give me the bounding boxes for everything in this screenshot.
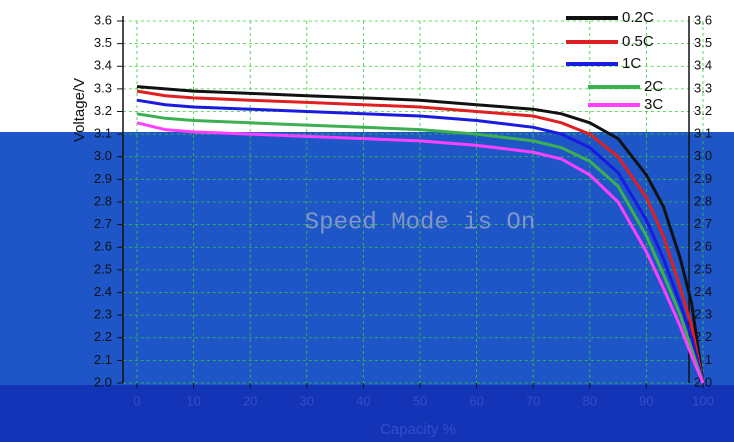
y-tick-label: 3.4	[94, 58, 112, 73]
legend-label: 0.5C	[622, 33, 654, 50]
x-tick-label: 70	[526, 393, 540, 408]
series-line	[136, 121, 705, 384]
x-tick-label: 80	[583, 393, 597, 408]
y2-tick-label: 2.2	[694, 329, 712, 344]
series-line	[136, 112, 705, 384]
series-line	[136, 85, 705, 384]
y2-tick-label: 3.6	[694, 12, 712, 27]
x-tick-label: 40	[356, 393, 370, 408]
y-tick-label: 2.4	[94, 284, 112, 299]
legend-label: 0.2C	[622, 9, 654, 26]
y2-tick-label: 2.3	[694, 307, 712, 322]
x-tick-label: 30	[300, 393, 314, 408]
x-tick-label: 100	[692, 393, 714, 408]
y-tick-label: 2.2	[94, 329, 112, 344]
y2-tick-label: 2.7	[694, 216, 712, 231]
y-tick-label: 2.5	[94, 261, 112, 276]
y2-tick-label: 2.8	[694, 193, 712, 208]
y-axis-label: Voltage/V	[71, 78, 88, 142]
y-tick-label: 3.1	[94, 126, 112, 141]
y-tick-label: 3.0	[94, 148, 112, 163]
y-tick-label: 3.3	[94, 80, 112, 95]
series-line	[136, 89, 705, 384]
y-tick-label: 2.8	[94, 193, 112, 208]
y-tick-label: 2.1	[94, 352, 112, 367]
x-tick-label: 90	[639, 393, 653, 408]
x-axis-label: Capacity %	[380, 421, 456, 438]
y2-tick-label: 3.2	[694, 103, 712, 118]
x-tick-label: 50	[413, 393, 427, 408]
legend-label: 2C	[644, 78, 663, 95]
y-tick-label: 2.0	[94, 374, 112, 389]
y-tick-label: 3.5	[94, 35, 112, 50]
legend-label: 3C	[644, 96, 663, 113]
series-line	[136, 98, 705, 384]
overlay-band	[0, 385, 734, 442]
y-tick-label: 2.7	[94, 216, 112, 231]
y2-tick-label: 3.1	[694, 126, 712, 141]
x-tick-label: 20	[243, 393, 257, 408]
x-tick-label: 0	[133, 393, 140, 408]
y-tick-label: 2.3	[94, 307, 112, 322]
x-tick-label: 60	[469, 393, 483, 408]
y2-tick-label: 2.6	[694, 239, 712, 254]
y2-tick-label: 3.5	[694, 35, 712, 50]
annotation: Speed Mode is On	[305, 209, 535, 236]
y-tick-label: 3.2	[94, 103, 112, 118]
x-tick-label: 10	[186, 393, 200, 408]
legend-label: 1C	[622, 55, 641, 72]
y-tick-label: 2.9	[94, 171, 112, 186]
y-tick-label: 2.6	[94, 239, 112, 254]
y-tick-label: 3.6	[94, 12, 112, 27]
